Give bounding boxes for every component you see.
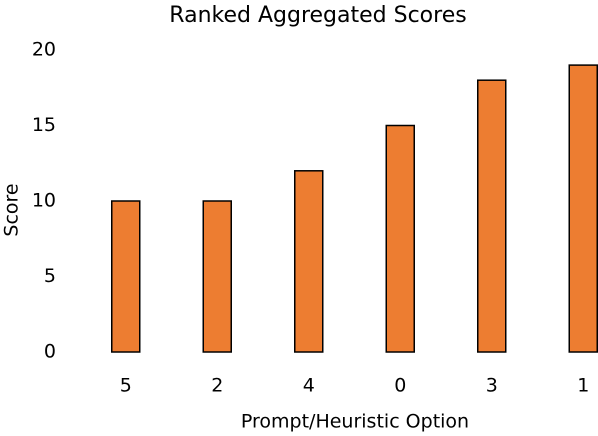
bar	[294, 170, 324, 353]
bar	[385, 124, 415, 353]
x-tick-label: 4	[303, 375, 315, 397]
x-axis-label: Prompt/Heuristic Option	[241, 411, 469, 433]
x-tick-label: 0	[394, 375, 406, 397]
x-tick-label: 5	[120, 375, 132, 397]
y-tick-label: 15	[32, 114, 56, 136]
bar	[568, 64, 598, 353]
y-axis-label: Score	[1, 183, 23, 236]
y-tick-label: 5	[44, 265, 56, 287]
bar	[202, 200, 232, 353]
y-tick-label: 20	[32, 39, 56, 61]
chart-title: Ranked Aggregated Scores	[169, 3, 466, 28]
x-tick-label: 1	[577, 375, 589, 397]
bar	[111, 200, 141, 353]
y-tick-label: 10	[32, 190, 56, 212]
x-tick-label: 3	[486, 375, 498, 397]
y-tick-label: 0	[44, 341, 56, 363]
x-tick-label: 2	[211, 375, 223, 397]
bar	[477, 79, 507, 353]
